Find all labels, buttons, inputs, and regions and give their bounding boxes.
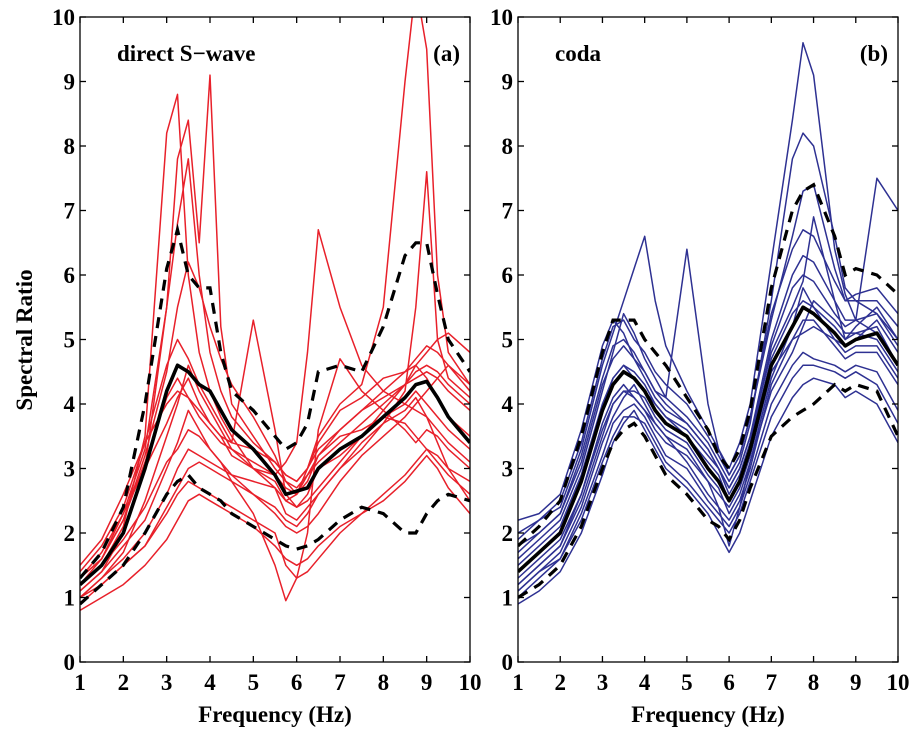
station-curve-7 <box>80 319 470 573</box>
station-curve-1 <box>518 42 898 541</box>
y-tick-label: 10 <box>490 5 513 30</box>
x-axis-label: Frequency (Hz) <box>198 702 352 727</box>
x-tick-label: 5 <box>248 670 260 695</box>
mean-minus-sd-line <box>518 382 898 599</box>
x-tick-label: 1 <box>74 670 86 695</box>
y-tick-label: 2 <box>502 521 514 546</box>
x-tick-label: 6 <box>291 670 303 695</box>
y-tick-label: 8 <box>64 134 76 159</box>
y-tick-label: 2 <box>64 521 76 546</box>
y-tick-label: 1 <box>502 586 514 611</box>
station-curve-10 <box>518 300 898 586</box>
mean-minus-sd-line <box>80 472 470 606</box>
y-tick-label: 4 <box>64 392 76 417</box>
y-tick-label: 3 <box>502 457 514 482</box>
station-curve-8 <box>80 229 470 579</box>
x-tick-label: 3 <box>161 670 173 695</box>
x-tick-label: 2 <box>118 670 130 695</box>
panel-label: (a) <box>433 41 460 66</box>
y-tick-label: 6 <box>502 263 514 288</box>
station-curve-12 <box>80 454 470 612</box>
panel-title: direct S−wave <box>117 41 256 66</box>
y-tick-label: 9 <box>64 70 76 95</box>
station-curve-5 <box>80 358 470 602</box>
panel-label: (b) <box>860 41 888 66</box>
plot-area <box>80 17 470 612</box>
station-curve-9 <box>518 132 898 547</box>
x-tick-label: 7 <box>334 670 346 695</box>
panel-title: coda <box>555 41 602 66</box>
y-tick-label: 5 <box>502 328 514 353</box>
figure-ylabel: Spectral Ratio <box>12 269 37 410</box>
station-curve-11 <box>518 274 898 553</box>
x-tick-label: 4 <box>204 670 216 695</box>
y-tick-label: 7 <box>64 199 76 224</box>
y-tick-label: 10 <box>52 5 75 30</box>
y-tick-label: 5 <box>64 328 76 353</box>
station-curve-15 <box>80 158 470 579</box>
y-tick-label: 6 <box>64 263 76 288</box>
x-tick-label: 5 <box>681 670 693 695</box>
y-tick-label: 8 <box>502 134 514 159</box>
x-tick-label: 6 <box>723 670 735 695</box>
y-tick-label: 1 <box>64 586 76 611</box>
station-curve-6 <box>80 448 470 605</box>
y-tick-label: 4 <box>502 392 514 417</box>
station-curve-10 <box>80 364 470 592</box>
x-tick-label: 4 <box>639 670 651 695</box>
x-tick-label: 7 <box>766 670 778 695</box>
mean-plus-sd-line <box>80 223 470 580</box>
station-curve-7 <box>518 216 898 566</box>
x-tick-label: 9 <box>421 670 433 695</box>
x-tick-label: 1 <box>512 670 524 695</box>
station-curve-11 <box>80 332 470 566</box>
y-tick-label: 0 <box>502 650 514 675</box>
x-tick-label: 2 <box>554 670 566 695</box>
station-curve-14 <box>80 416 470 599</box>
y-tick-label: 0 <box>64 650 76 675</box>
x-tick-label: 8 <box>808 670 820 695</box>
x-tick-label: 3 <box>597 670 609 695</box>
station-curve-15 <box>518 319 898 586</box>
x-tick-label: 9 <box>850 670 862 695</box>
station-curve-1 <box>80 93 470 586</box>
mean-line <box>518 305 898 574</box>
station-curve-8 <box>518 351 898 599</box>
station-curve-6 <box>518 325 898 579</box>
station-curve-2 <box>518 287 898 592</box>
y-tick-label: 7 <box>502 199 514 224</box>
station-curve-3 <box>518 183 898 560</box>
station-curve-4 <box>80 171 470 599</box>
station-curve-9 <box>80 396 470 599</box>
x-tick-label: 10 <box>887 670 910 695</box>
y-tick-label: 3 <box>64 457 76 482</box>
y-tick-label: 9 <box>502 70 514 95</box>
station-curve-2 <box>80 74 470 592</box>
plot-area <box>518 42 898 605</box>
station-curve-12 <box>518 364 898 592</box>
x-axis-label: Frequency (Hz) <box>631 702 785 727</box>
mean-line <box>80 363 470 586</box>
x-tick-label: 10 <box>459 670 482 695</box>
x-tick-label: 8 <box>378 670 390 695</box>
